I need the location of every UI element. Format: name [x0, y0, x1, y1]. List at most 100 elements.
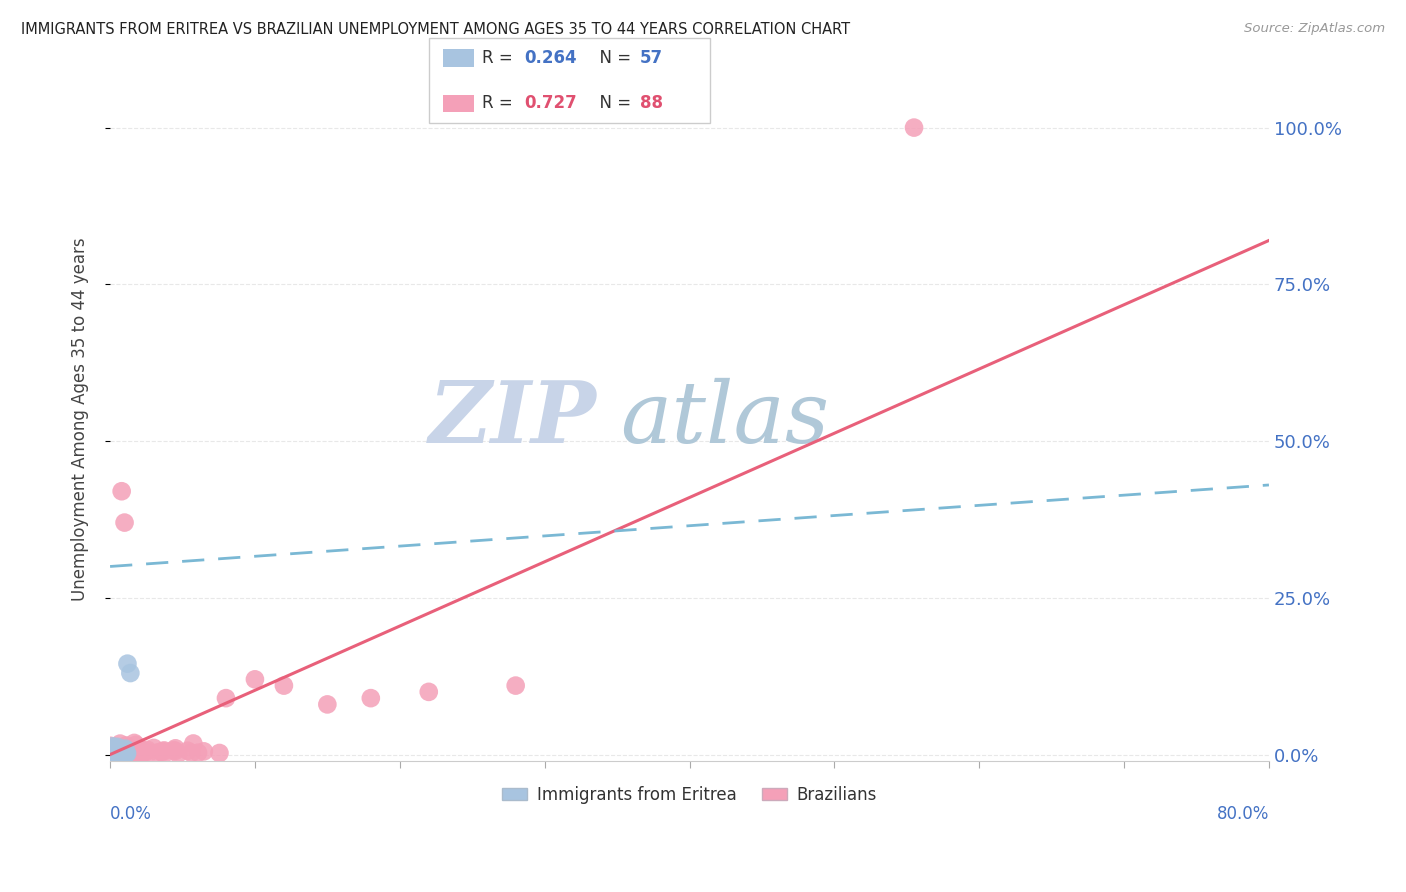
Point: [107, 745, 129, 759]
Point: [103, 744, 125, 758]
Point: [103, 743, 125, 757]
Point: [104, 744, 127, 758]
Point: [122, 736, 145, 750]
Point: [117, 657, 139, 671]
Point: [110, 746, 132, 760]
Point: [112, 744, 135, 758]
Point: [105, 745, 128, 759]
Point: [273, 679, 295, 693]
Text: 88: 88: [640, 95, 662, 112]
Point: [107, 744, 129, 758]
Point: [107, 747, 129, 762]
Point: [122, 743, 145, 757]
Point: [101, 746, 124, 760]
Point: [120, 666, 142, 681]
Point: [111, 747, 134, 761]
Point: [105, 742, 128, 756]
Point: [208, 746, 231, 760]
Point: [177, 744, 200, 758]
Point: [165, 744, 187, 758]
Point: [103, 745, 125, 759]
Point: [152, 744, 174, 758]
Point: [101, 746, 124, 760]
Point: [105, 746, 128, 760]
Point: [100, 746, 122, 760]
Point: [104, 741, 127, 756]
Point: [110, 743, 132, 757]
Point: [103, 743, 125, 757]
Point: [101, 744, 124, 758]
Point: [98, 739, 121, 753]
Point: [115, 742, 138, 756]
Point: [101, 746, 124, 760]
Point: [136, 743, 159, 757]
Point: [108, 737, 131, 751]
Point: [117, 746, 139, 760]
Point: [111, 744, 134, 758]
Point: [105, 746, 128, 760]
Point: [131, 743, 153, 757]
Point: [111, 747, 134, 762]
Point: [165, 741, 187, 756]
Point: [103, 743, 125, 757]
Point: [104, 746, 127, 760]
Text: Source: ZipAtlas.com: Source: ZipAtlas.com: [1244, 22, 1385, 36]
Point: [103, 745, 125, 759]
Point: [316, 698, 339, 712]
Point: [127, 747, 149, 761]
Point: [101, 745, 124, 759]
Text: IMMIGRANTS FROM ERITREA VS BRAZILIAN UNEMPLOYMENT AMONG AGES 35 TO 44 YEARS CORR: IMMIGRANTS FROM ERITREA VS BRAZILIAN UNE…: [21, 22, 851, 37]
Point: [120, 745, 142, 759]
Point: [98, 746, 121, 760]
Point: [101, 747, 124, 761]
Point: [110, 745, 132, 759]
Point: [105, 739, 128, 754]
Point: [117, 744, 139, 758]
Point: [215, 691, 238, 706]
Point: [114, 741, 136, 756]
Text: atlas: atlas: [620, 378, 830, 460]
Y-axis label: Unemployment Among Ages 35 to 44 years: Unemployment Among Ages 35 to 44 years: [72, 237, 89, 601]
Text: R =: R =: [482, 49, 519, 67]
Point: [111, 747, 134, 761]
Point: [193, 744, 215, 758]
Point: [100, 747, 122, 762]
Point: [153, 747, 176, 761]
Point: [108, 746, 131, 760]
Point: [128, 743, 150, 757]
Point: [187, 746, 209, 760]
Point: [101, 745, 124, 759]
Point: [111, 746, 134, 760]
Point: [115, 746, 138, 760]
Point: [121, 745, 143, 759]
Point: [129, 745, 152, 759]
Point: [98, 743, 121, 757]
Point: [108, 747, 131, 762]
Point: [112, 746, 135, 760]
Point: [903, 120, 925, 135]
Point: [114, 516, 136, 530]
Point: [104, 743, 127, 757]
Point: [128, 746, 150, 760]
Point: [167, 747, 190, 761]
Point: [120, 742, 142, 756]
Point: [103, 745, 125, 759]
Point: [101, 747, 124, 761]
Point: [104, 747, 127, 761]
Point: [105, 747, 128, 761]
Point: [105, 747, 128, 761]
Point: [125, 738, 148, 752]
Point: [112, 743, 135, 757]
Point: [142, 740, 165, 755]
Point: [101, 744, 124, 758]
Point: [115, 747, 138, 761]
Text: ZIP: ZIP: [429, 377, 596, 461]
Text: 0.0%: 0.0%: [110, 805, 152, 823]
Text: 80.0%: 80.0%: [1216, 805, 1270, 823]
Point: [100, 743, 122, 757]
Point: [129, 747, 152, 761]
Point: [108, 747, 131, 761]
Point: [101, 739, 124, 754]
Point: [103, 745, 125, 759]
Text: 0.264: 0.264: [524, 49, 576, 67]
